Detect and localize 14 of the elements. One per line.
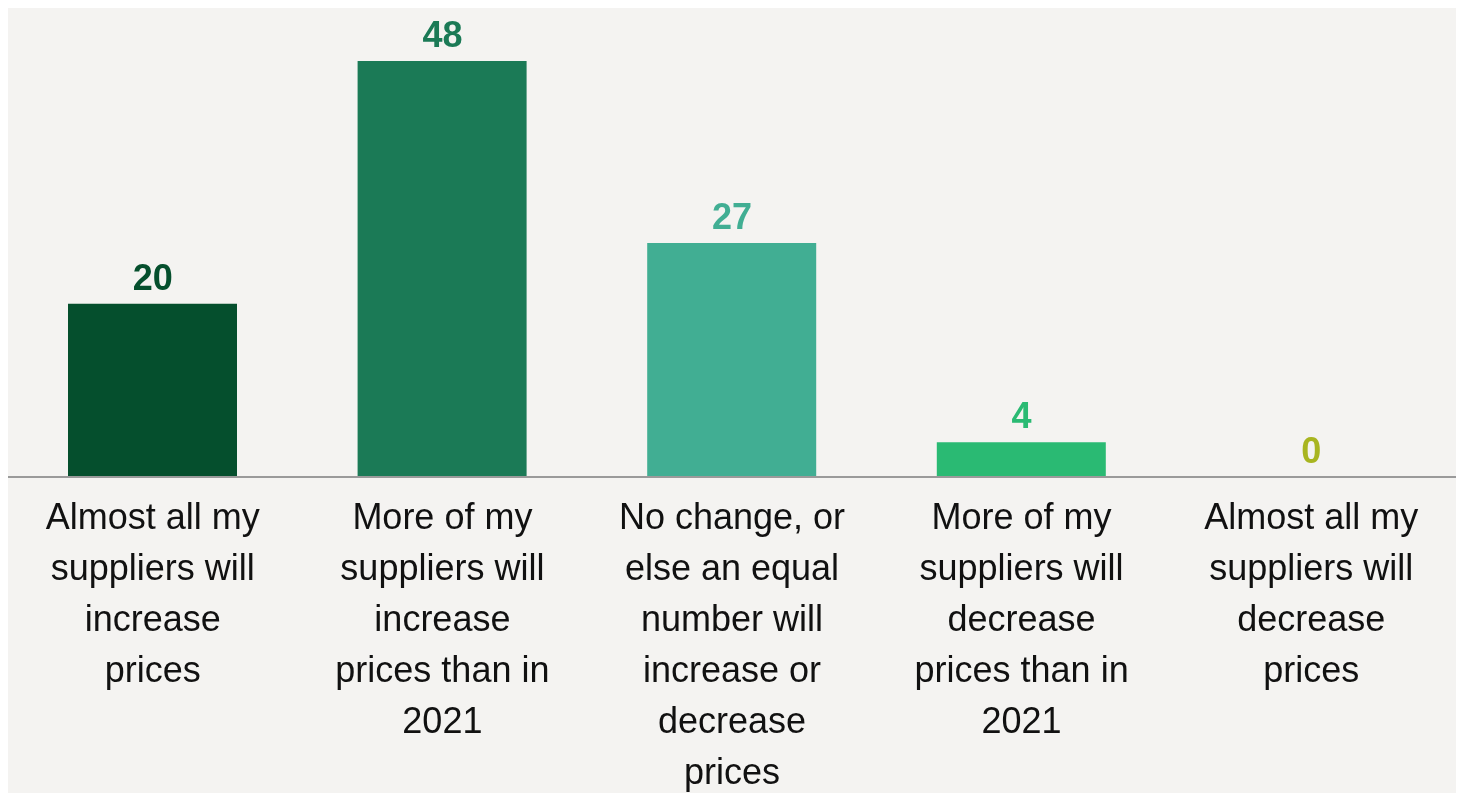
x-tick-label: More of my suppliers will increase prices than in 2021 [335, 496, 550, 741]
bar [647, 243, 817, 477]
data-label: 4 [1011, 395, 1032, 437]
data-label: 48 [422, 14, 463, 55]
x-tick-label: Almost all my suppliers will decrease prices [1204, 496, 1419, 690]
bar [357, 61, 527, 477]
data-label: 20 [132, 256, 173, 298]
data-label: 27 [711, 196, 753, 237]
x-tick-label: More of my suppliers will decrease prices than in 2021 [914, 496, 1129, 741]
x-tick-label: No change, or else an equal number will increase or decrease prices [618, 496, 846, 792]
bar [68, 303, 237, 477]
bar [936, 442, 1106, 477]
x-tick-label: Almost all my suppliers will increase prices [45, 496, 260, 690]
data-label: 0 [1301, 430, 1322, 471]
